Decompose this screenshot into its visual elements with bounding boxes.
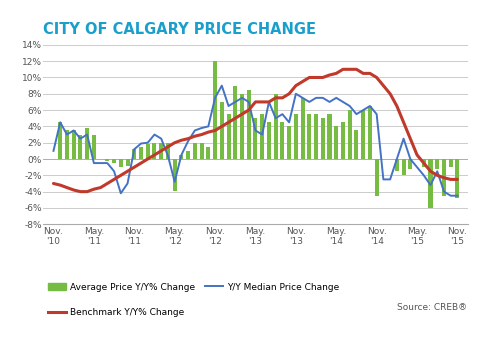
Bar (274, 94, 278, 159)
Bar (125, 159, 130, 166)
Bar (85, 128, 89, 159)
Bar (72, 130, 76, 159)
Bar (361, 110, 365, 159)
Bar (449, 159, 453, 167)
Bar (206, 147, 210, 159)
Bar (119, 159, 123, 167)
Bar (220, 102, 224, 159)
Bar (428, 159, 432, 208)
Bar (442, 159, 446, 196)
Bar (341, 122, 345, 159)
Bar (106, 159, 109, 161)
Legend: Benchmark Y/Y% Change: Benchmark Y/Y% Change (48, 308, 185, 317)
Bar (422, 159, 426, 167)
Bar (79, 135, 82, 159)
Bar (92, 135, 96, 159)
Bar (240, 94, 244, 159)
Bar (132, 149, 136, 159)
Bar (193, 143, 197, 159)
Bar (334, 126, 338, 159)
Bar (267, 122, 271, 159)
Bar (375, 159, 379, 196)
Bar (354, 130, 359, 159)
Bar (233, 86, 237, 159)
Text: Source: CREB®: Source: CREB® (398, 303, 468, 312)
Bar (179, 155, 184, 159)
Bar (112, 159, 116, 163)
Text: CITY OF CALGARY PRICE CHANGE: CITY OF CALGARY PRICE CHANGE (43, 22, 316, 37)
Bar (301, 98, 305, 159)
Bar (281, 122, 284, 159)
Bar (455, 159, 459, 198)
Bar (65, 130, 69, 159)
Bar (58, 122, 62, 159)
Bar (260, 114, 264, 159)
Bar (173, 159, 177, 191)
Bar (321, 118, 325, 159)
Bar (254, 118, 257, 159)
Bar (368, 106, 372, 159)
Bar (395, 159, 399, 171)
Bar (314, 114, 318, 159)
Bar (308, 114, 311, 159)
Bar (348, 110, 352, 159)
Bar (146, 144, 150, 159)
Bar (247, 90, 251, 159)
Bar (186, 151, 190, 159)
Bar (159, 143, 163, 159)
Bar (408, 159, 412, 169)
Bar (166, 143, 170, 159)
Bar (294, 114, 298, 159)
Bar (213, 61, 217, 159)
Bar (139, 147, 143, 159)
Bar (152, 143, 157, 159)
Bar (402, 159, 405, 175)
Bar (327, 114, 332, 159)
Bar (435, 159, 439, 169)
Bar (200, 143, 203, 159)
Bar (227, 114, 230, 159)
Bar (287, 126, 291, 159)
